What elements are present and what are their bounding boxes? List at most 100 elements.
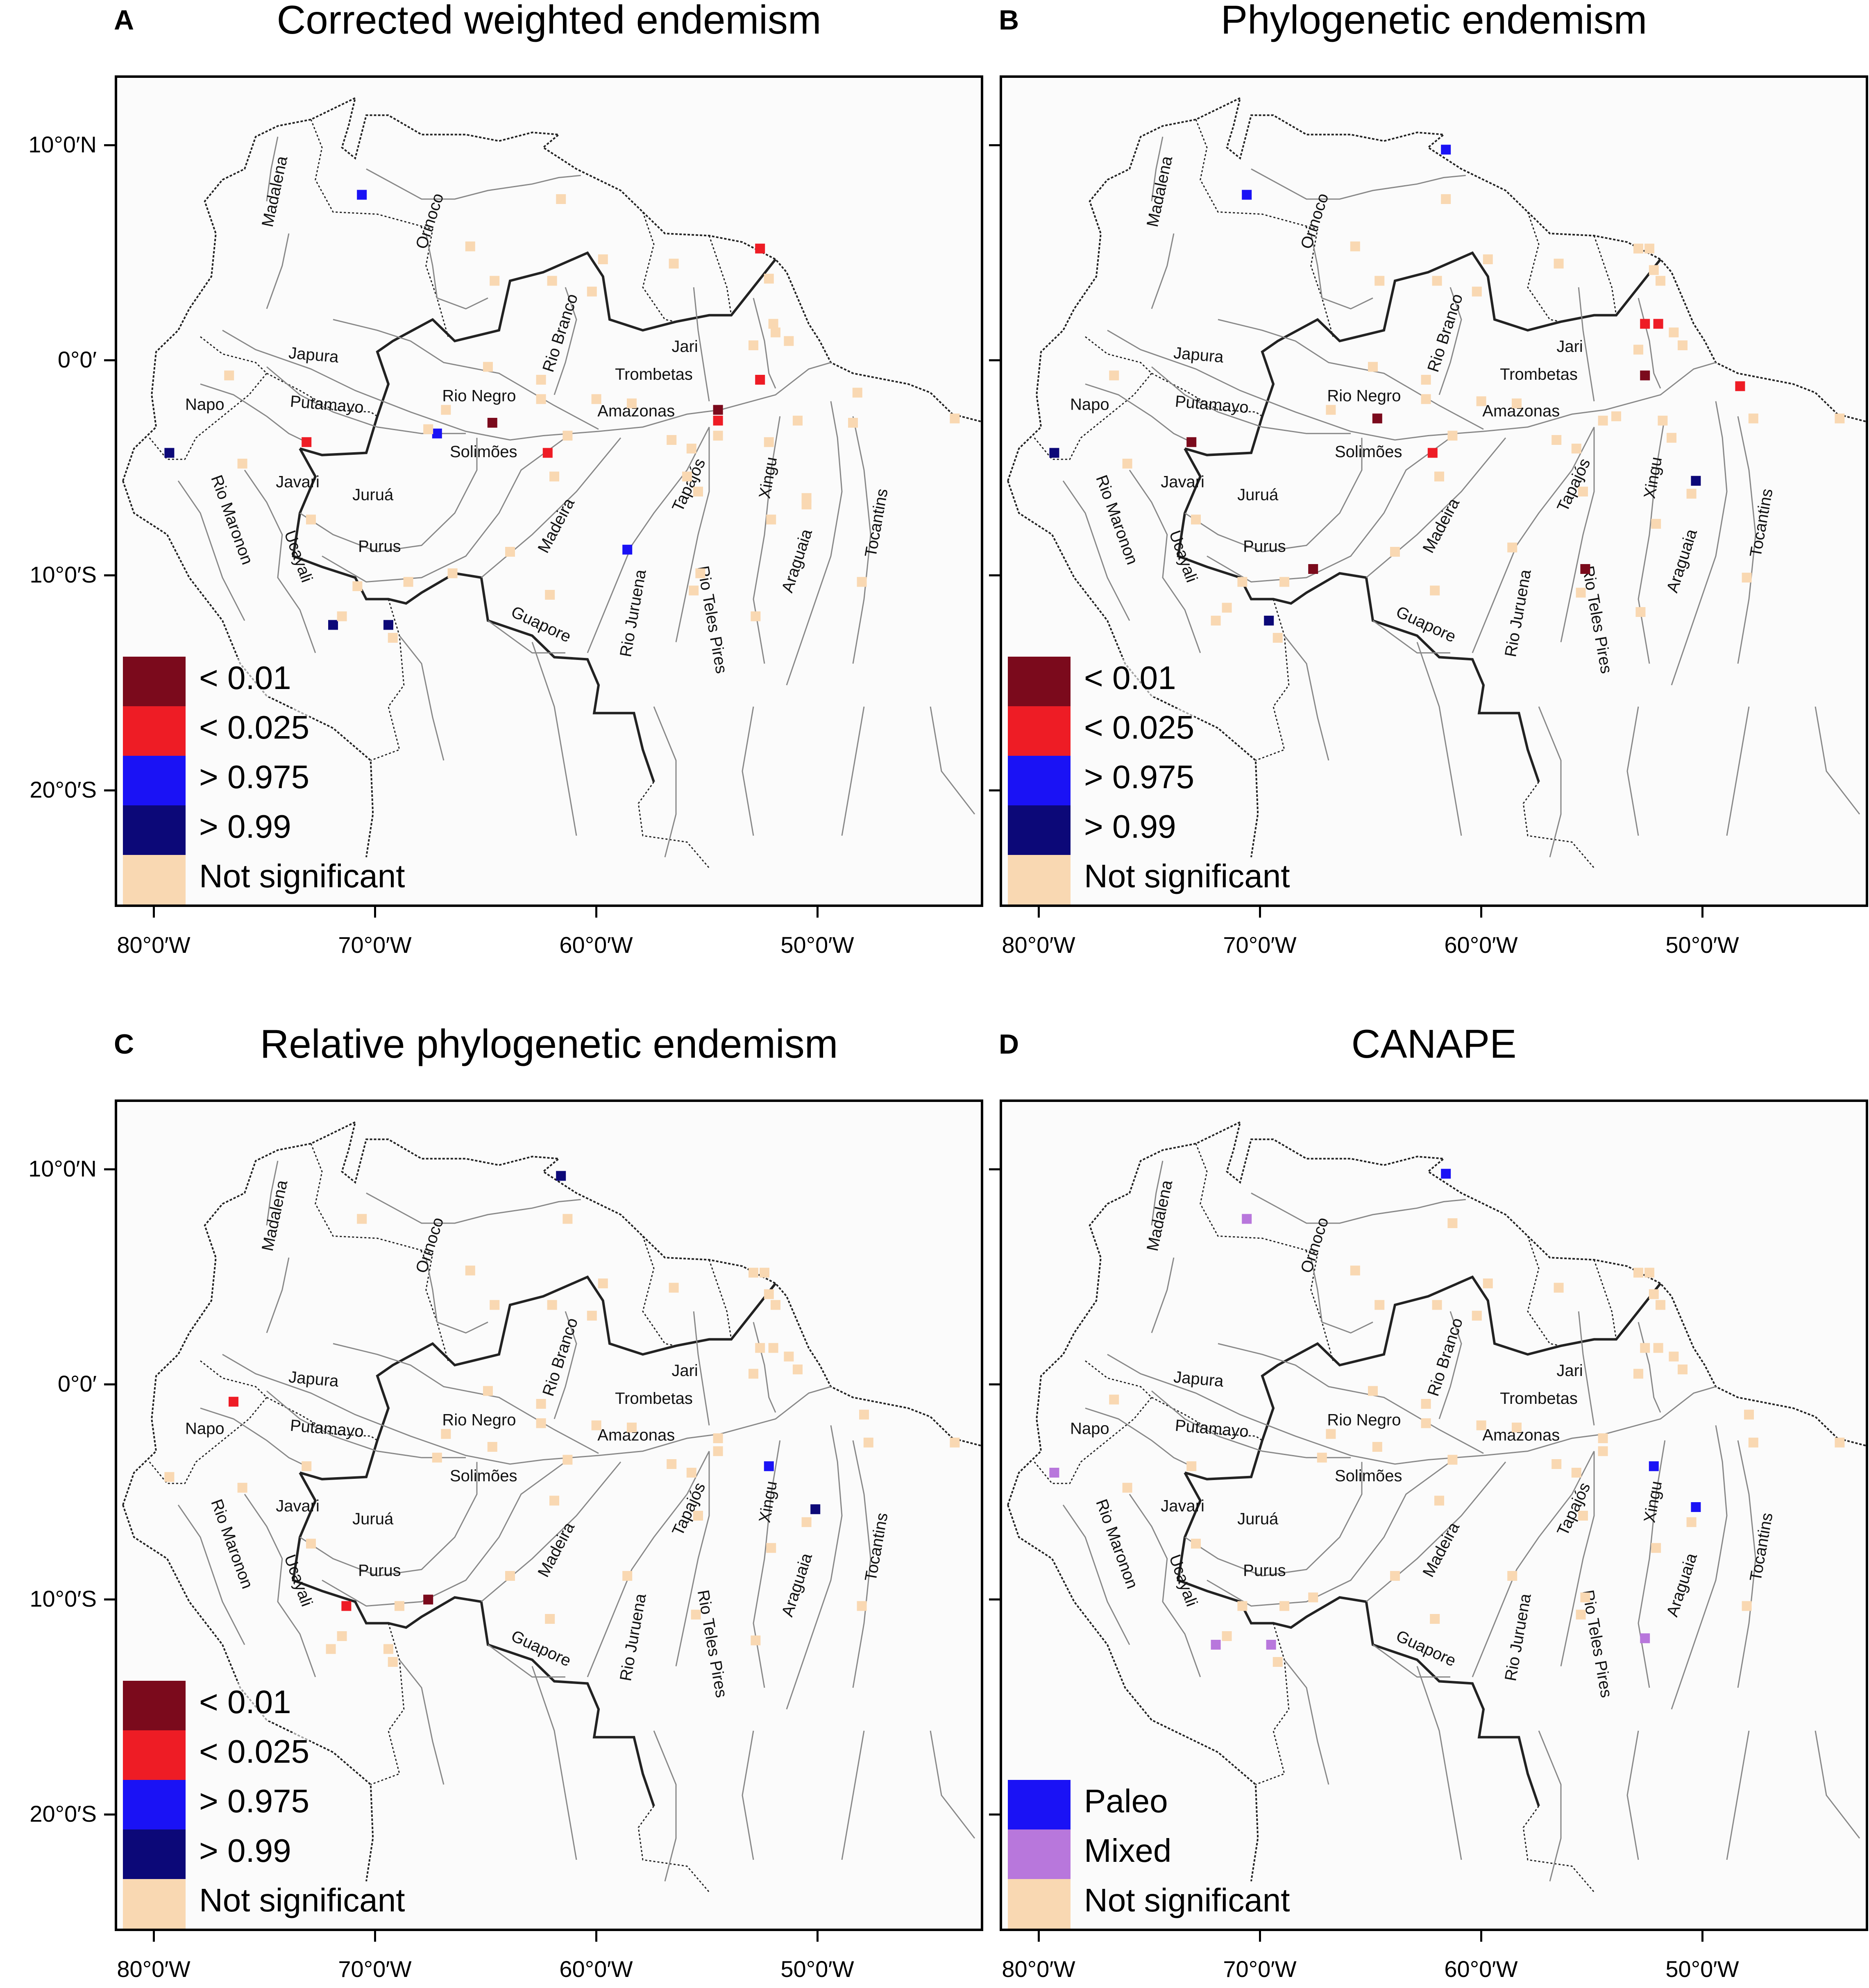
grid-cell-not-significant[interactable]: [1640, 1343, 1650, 1353]
grid-cell-not-significant[interactable]: [403, 577, 413, 587]
grid-cell-not-significant[interactable]: [1109, 370, 1119, 381]
grid-cell-not-significant[interactable]: [224, 370, 234, 381]
grid-cell-not-significant[interactable]: [1272, 1657, 1283, 1667]
grid-cell-paleo[interactable]: [1691, 1502, 1701, 1512]
grid-cell-not-significant[interactable]: [1222, 1631, 1232, 1641]
grid-cell-p-gt-099[interactable]: [1049, 448, 1059, 458]
grid-cell-p-lt-0025[interactable]: [302, 437, 312, 447]
grid-cell-not-significant[interactable]: [751, 611, 761, 621]
grid-cell-not-significant[interactable]: [337, 611, 347, 621]
grid-cell-not-significant[interactable]: [801, 1517, 812, 1527]
grid-cell-not-significant[interactable]: [1576, 587, 1586, 598]
grid-cell-not-significant[interactable]: [357, 1214, 367, 1224]
grid-cell-not-significant[interactable]: [768, 319, 778, 329]
grid-cell-not-significant[interactable]: [713, 431, 723, 441]
grid-cell-not-significant[interactable]: [1633, 1369, 1643, 1379]
grid-cell-not-significant[interactable]: [1109, 1394, 1119, 1405]
grid-cell-not-significant[interactable]: [1375, 1300, 1385, 1310]
grid-cell-not-significant[interactable]: [563, 1455, 573, 1465]
grid-cell-p-lt-001[interactable]: [1186, 437, 1197, 447]
grid-cell-not-significant[interactable]: [1237, 577, 1248, 587]
grid-cell-not-significant[interactable]: [695, 568, 705, 578]
grid-cell-not-significant[interactable]: [1667, 433, 1676, 443]
grid-cell-not-significant[interactable]: [545, 590, 555, 600]
grid-cell-not-significant[interactable]: [1483, 254, 1493, 264]
grid-cell-mixed[interactable]: [1640, 1633, 1650, 1643]
grid-cell-not-significant[interactable]: [441, 405, 451, 415]
grid-cell-not-significant[interactable]: [1308, 1592, 1318, 1603]
grid-cell-not-significant[interactable]: [598, 1278, 608, 1288]
grid-cell-not-significant[interactable]: [487, 1442, 497, 1452]
grid-cell-not-significant[interactable]: [1368, 362, 1378, 372]
grid-cell-not-significant[interactable]: [686, 1468, 696, 1478]
grid-cell-not-significant[interactable]: [302, 1461, 312, 1471]
grid-cell-not-significant[interactable]: [713, 1433, 723, 1443]
grid-cell-not-significant[interactable]: [771, 327, 780, 338]
grid-cell-not-significant[interactable]: [1272, 633, 1283, 643]
grid-cell-not-significant[interactable]: [465, 241, 475, 252]
grid-cell-not-significant[interactable]: [1317, 1453, 1327, 1463]
grid-cell-not-significant[interactable]: [1744, 1410, 1754, 1420]
grid-cell-not-significant[interactable]: [1472, 286, 1482, 297]
grid-cell-not-significant[interactable]: [1507, 1571, 1517, 1581]
grid-cell-not-significant[interactable]: [1350, 241, 1360, 252]
grid-cell-not-significant[interactable]: [1651, 1543, 1661, 1553]
grid-cell-p-gt-099[interactable]: [164, 448, 175, 458]
grid-cell-not-significant[interactable]: [1421, 375, 1431, 385]
grid-cell-not-significant[interactable]: [1237, 1601, 1248, 1611]
grid-cell-not-significant[interactable]: [490, 276, 500, 286]
grid-cell-p-lt-0025[interactable]: [755, 375, 765, 385]
grid-cell-p-lt-001[interactable]: [713, 405, 723, 415]
grid-cell-not-significant[interactable]: [1390, 547, 1400, 557]
grid-cell-not-significant[interactable]: [857, 577, 867, 587]
grid-cell-not-significant[interactable]: [771, 1300, 780, 1310]
grid-cell-not-significant[interactable]: [1633, 345, 1643, 355]
grid-cell-not-significant[interactable]: [1551, 435, 1562, 445]
grid-cell-not-significant[interactable]: [326, 1644, 336, 1654]
grid-cell-p-lt-001[interactable]: [423, 1594, 433, 1605]
grid-cell-p-gt-099[interactable]: [1691, 476, 1701, 486]
grid-cell-p-gt-0975[interactable]: [764, 1461, 774, 1471]
grid-cell-not-significant[interactable]: [1686, 1517, 1697, 1527]
grid-cell-not-significant[interactable]: [755, 1343, 765, 1353]
grid-cell-not-significant[interactable]: [432, 1453, 442, 1463]
grid-cell-not-significant[interactable]: [337, 1631, 347, 1641]
grid-cell-not-significant[interactable]: [383, 1644, 393, 1654]
grid-cell-not-significant[interactable]: [237, 1482, 247, 1493]
grid-cell-not-significant[interactable]: [563, 431, 573, 441]
grid-cell-not-significant[interactable]: [505, 547, 515, 557]
grid-cell-not-significant[interactable]: [490, 1300, 500, 1310]
grid-cell-not-significant[interactable]: [547, 1300, 557, 1310]
grid-cell-p-gt-0975[interactable]: [1242, 190, 1252, 200]
grid-cell-not-significant[interactable]: [1649, 265, 1659, 275]
grid-cell-not-significant[interactable]: [622, 1571, 633, 1581]
map-area[interactable]: Madalena Orinoco Japura Rio Branco Jari Tromb…: [1000, 75, 1868, 907]
grid-cell-not-significant[interactable]: [1644, 243, 1654, 254]
grid-cell-p-lt-0025[interactable]: [1427, 448, 1438, 458]
grid-cell-p-gt-099[interactable]: [328, 620, 338, 630]
grid-cell-p-gt-0975[interactable]: [432, 428, 442, 439]
grid-cell-not-significant[interactable]: [1686, 489, 1697, 499]
grid-cell-not-significant[interactable]: [1656, 276, 1665, 286]
grid-cell-p-lt-0025[interactable]: [229, 1396, 238, 1407]
grid-cell-not-significant[interactable]: [689, 585, 699, 596]
grid-cell-not-significant[interactable]: [237, 458, 247, 469]
grid-cell-not-significant[interactable]: [713, 1446, 723, 1456]
grid-cell-not-significant[interactable]: [352, 581, 363, 591]
grid-cell-not-significant[interactable]: [545, 1614, 555, 1624]
grid-cell-not-significant[interactable]: [423, 424, 433, 434]
grid-cell-p-lt-0025[interactable]: [713, 415, 723, 426]
grid-cell-not-significant[interactable]: [549, 471, 559, 482]
grid-cell-not-significant[interactable]: [1222, 603, 1232, 613]
grid-cell-not-significant[interactable]: [1434, 471, 1444, 482]
grid-cell-not-significant[interactable]: [1390, 1571, 1400, 1581]
grid-cell-not-significant[interactable]: [1571, 444, 1581, 453]
grid-cell-not-significant[interactable]: [1835, 1437, 1845, 1448]
grid-cell-not-significant[interactable]: [1656, 1300, 1665, 1310]
grid-cell-not-significant[interactable]: [1372, 1442, 1382, 1452]
grid-cell-not-significant[interactable]: [793, 415, 803, 426]
grid-cell-p-gt-0975[interactable]: [622, 544, 633, 555]
grid-cell-p-lt-001[interactable]: [487, 418, 497, 428]
grid-cell-not-significant[interactable]: [627, 1422, 637, 1433]
grid-cell-p-gt-099[interactable]: [810, 1504, 821, 1514]
